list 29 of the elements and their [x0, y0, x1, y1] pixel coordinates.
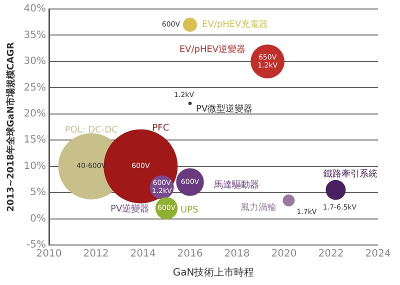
- x-tick-label: 2014: [130, 248, 156, 260]
- x-tick-label: 2012: [83, 248, 109, 260]
- y-tick-label: 25%: [24, 82, 46, 94]
- y-tick-label: 35%: [24, 30, 46, 41]
- x-tick-label: 2022: [318, 248, 344, 260]
- y-tick-label: 15%: [24, 134, 46, 146]
- series-label: 風力渦輪: [240, 202, 277, 213]
- x-tick-label: 2010: [36, 248, 62, 260]
- x-tick-label: 2018: [224, 248, 250, 260]
- y-tick-label: 5%: [30, 187, 46, 198]
- y-tick-label: 40%: [24, 4, 46, 15]
- y-axis-title: 2013~2018年全球GaN市場規模CAGR: [6, 42, 17, 212]
- y-tick-label: 20%: [24, 108, 46, 120]
- series-label: UPS: [180, 206, 199, 216]
- series-label: PV微型逆變器: [196, 104, 253, 115]
- series-label: POL: DC-DC: [64, 126, 118, 136]
- series-label: EV/pHEV充電器: [202, 19, 268, 30]
- series-label: PFC: [152, 124, 170, 134]
- x-tick-label: 2016: [177, 248, 203, 260]
- y-tick-label: 0%: [30, 213, 46, 224]
- series-label: 鐵路牽引系統: [324, 168, 378, 180]
- x-tick-label: 2020: [271, 248, 297, 260]
- series-label: EV/pHEV逆變器: [179, 44, 246, 55]
- y-tick-label: 30%: [24, 56, 46, 68]
- series-label: PV逆變器: [110, 204, 150, 215]
- x-tick-label: 2024: [365, 248, 391, 260]
- y-tick-label: 10%: [24, 160, 46, 172]
- x-axis-title: GaN技術上市時程: [172, 266, 254, 279]
- series-label: 馬達驅動器: [213, 179, 260, 190]
